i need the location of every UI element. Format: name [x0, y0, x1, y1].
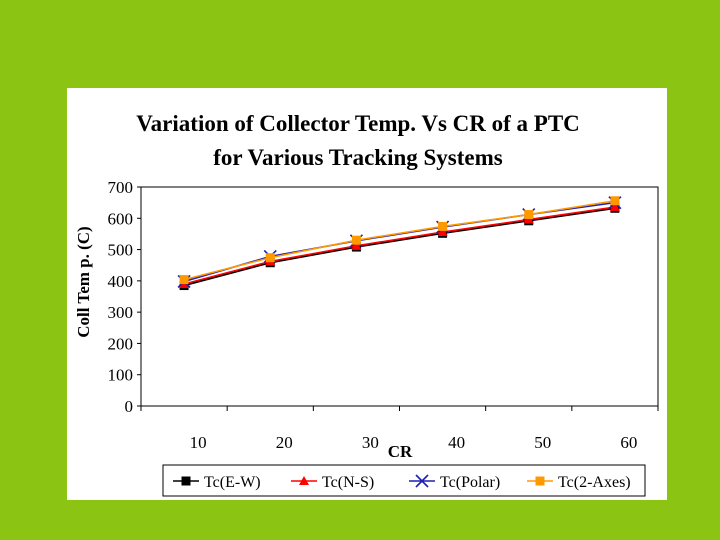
y-tick-label: 500	[108, 241, 134, 260]
legend-item-tc-polar: Tc(Polar)	[409, 474, 500, 491]
x-tick-label: 50	[534, 433, 551, 452]
legend-item-tc-n-s: Tc(N-S)	[291, 474, 374, 491]
x-axis-label: CR	[388, 442, 413, 461]
series-line-tc-e-w	[183, 207, 616, 287]
legend-box	[162, 464, 646, 497]
y-tick-label: 400	[108, 272, 134, 291]
legend-label: Tc(Polar)	[440, 474, 500, 491]
y-tick-label: 0	[125, 397, 134, 416]
data-point-tc-2-axes	[265, 253, 275, 263]
y-tick-label: 700	[108, 178, 134, 197]
plot-area	[140, 186, 659, 407]
legend-label: Tc(N-S)	[322, 474, 374, 491]
y-axis-label: Coll Tem p. (C)	[74, 226, 93, 337]
legend-swatch-marker	[535, 476, 545, 486]
data-point-tc-n-s	[609, 202, 620, 212]
x-tick-label: 40	[448, 433, 465, 452]
chart-panel: Variation of Collector Temp. Vs CR of a …	[67, 88, 667, 500]
data-point-tc-n-s	[437, 227, 448, 237]
x-tick-label: 60	[620, 433, 637, 452]
legend-swatch-marker	[299, 476, 309, 485]
chart: Variation of Collector Temp. Vs CR of a …	[74, 111, 659, 497]
x-tick-label: 10	[190, 433, 207, 452]
x-tick-label: 20	[276, 433, 293, 452]
legend-item-tc-2-axes: Tc(2-Axes)	[527, 474, 631, 491]
legend: Tc(E-W) Tc(N-S) Tc(Polar) Tc(2-Axes)	[173, 474, 631, 491]
data-point-tc-2-axes	[610, 196, 620, 206]
data-point-tc-2-axes	[351, 235, 361, 245]
data-point-tc-2-axes	[524, 210, 534, 220]
y-tick-label: 100	[108, 366, 134, 385]
chart-subtitle: for Various Tracking Systems	[213, 145, 503, 170]
data-point-tc-n-s	[523, 214, 534, 224]
chart-title: Variation of Collector Temp. Vs CR of a …	[136, 111, 580, 136]
series-layer	[177, 196, 622, 291]
x-axis-ticks: 10 20 30 40 50 60	[140, 406, 659, 452]
series-line-tc-n-s	[183, 206, 616, 285]
y-axis-ticks: 0 100 200 300 400 500 600 700	[108, 178, 141, 416]
data-point-tc-n-s	[351, 240, 362, 250]
legend-label: Tc(2-Axes)	[558, 474, 631, 491]
y-tick-label: 600	[108, 209, 134, 228]
legend-label: Tc(E-W)	[204, 474, 261, 491]
legend-swatch-marker	[415, 474, 429, 488]
series-line-tc-2-axes	[183, 199, 616, 281]
y-tick-label: 300	[108, 303, 134, 322]
x-tick-label: 30	[362, 433, 379, 452]
legend-swatch-marker	[181, 476, 191, 486]
legend-item-tc-e-w: Tc(E-W)	[173, 474, 261, 491]
data-point-tc-2-axes	[179, 275, 189, 285]
y-tick-label: 200	[108, 334, 134, 353]
data-point-tc-2-axes	[438, 221, 448, 231]
